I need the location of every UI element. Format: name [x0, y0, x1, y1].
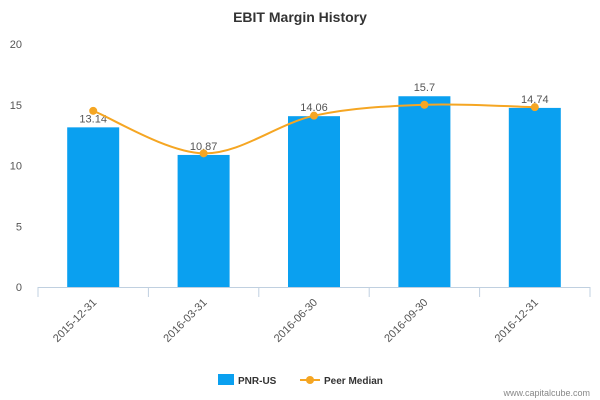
x-tick-label: 2015-12-31 — [51, 297, 99, 345]
x-tick-label: 2016-12-31 — [493, 297, 541, 345]
y-tick-label: 0 — [16, 282, 22, 294]
bar-value-label: 15.7 — [414, 82, 435, 94]
chart-title: EBIT Margin History — [233, 9, 367, 25]
bar-pnr-us[interactable] — [288, 116, 340, 288]
bar-value-label: 13.14 — [79, 113, 107, 125]
bar-series — [67, 96, 561, 288]
credit-text: www.capitalcube.com — [502, 388, 590, 398]
legend-label-peer-median[interactable]: Peer Median — [324, 376, 383, 387]
point-peer-median[interactable] — [199, 149, 208, 158]
bar-value-label: 14.06 — [300, 102, 328, 114]
bar-value-label: 10.87 — [190, 141, 218, 153]
line-series — [89, 100, 539, 158]
bar-pnr-us[interactable] — [67, 127, 120, 287]
legend-swatch-pnr-us[interactable] — [218, 374, 234, 385]
x-axis: 2015-12-31 2016-03-31 2016-06-30 2016-09-30… — [37, 287, 591, 345]
bar-pnr-us[interactable] — [508, 107, 561, 287]
y-tick-label: 20 — [10, 39, 22, 51]
y-tick-label: 10 — [10, 161, 22, 173]
point-peer-median[interactable] — [420, 100, 429, 109]
y-axis: 0 5 10 15 20 — [10, 39, 22, 294]
y-tick-label: 15 — [10, 100, 22, 112]
legend: PNR-US Peer Median — [218, 374, 383, 387]
x-tick-label: 2016-09-30 — [382, 297, 430, 345]
point-peer-median[interactable] — [89, 106, 98, 115]
point-peer-median[interactable] — [310, 111, 318, 120]
bar-value-label: 14.74 — [521, 94, 549, 106]
bar-data-labels: 13.14 10.87 14.06 15.7 14.74 — [79, 82, 548, 153]
legend-label-pnr-us[interactable]: PNR-US — [238, 376, 277, 387]
bar-pnr-us[interactable] — [398, 96, 451, 288]
legend-swatch-peer-median-marker[interactable] — [306, 376, 314, 384]
x-tick-label: 2016-06-30 — [272, 297, 320, 345]
bar-pnr-us[interactable] — [177, 154, 230, 287]
point-peer-median[interactable] — [530, 103, 539, 112]
x-tick-label: 2016-03-31 — [161, 297, 209, 345]
y-tick-label: 5 — [16, 221, 22, 233]
